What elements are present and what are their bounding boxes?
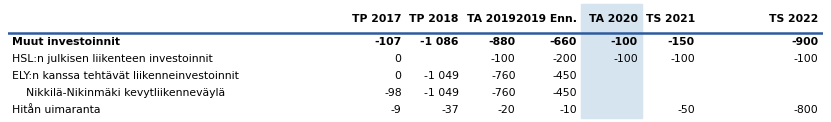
Text: 0: 0	[395, 54, 401, 64]
Text: Nikkilä-Nikinmäki kevytliikenneväylä: Nikkilä-Nikinmäki kevytliikenneväylä	[12, 88, 224, 98]
Text: TP 2017: TP 2017	[352, 14, 401, 24]
Text: -450: -450	[552, 71, 577, 81]
Text: Muut investoinnit: Muut investoinnit	[12, 37, 120, 47]
Text: -1 086: -1 086	[420, 37, 459, 47]
Text: -100: -100	[794, 54, 819, 64]
Text: TA 2019: TA 2019	[467, 14, 516, 24]
Text: HSL:n julkisen liikenteen investoinnit: HSL:n julkisen liikenteen investoinnit	[12, 54, 212, 64]
Text: 2019 Enn.: 2019 Enn.	[516, 14, 577, 24]
Text: -100: -100	[491, 54, 516, 64]
Text: -900: -900	[791, 37, 819, 47]
Text: Hitån uimaranta: Hitån uimaranta	[12, 105, 100, 115]
Text: TP 2018: TP 2018	[410, 14, 459, 24]
Text: -660: -660	[549, 37, 577, 47]
Text: -98: -98	[384, 88, 401, 98]
Text: -1 049: -1 049	[424, 71, 459, 81]
Text: TA 2020: TA 2020	[589, 14, 638, 24]
Text: -200: -200	[552, 54, 577, 64]
Text: -880: -880	[489, 37, 516, 47]
Text: -100: -100	[613, 54, 638, 64]
Text: -760: -760	[491, 71, 516, 81]
Text: 0: 0	[395, 71, 401, 81]
Text: -1 049: -1 049	[424, 88, 459, 98]
Text: TS 2022: TS 2022	[770, 14, 819, 24]
Text: -100: -100	[611, 37, 638, 47]
Text: -800: -800	[794, 105, 819, 115]
Text: -50: -50	[677, 105, 695, 115]
Text: TS 2021: TS 2021	[646, 14, 695, 24]
Text: -9: -9	[391, 105, 401, 115]
Text: -10: -10	[559, 105, 577, 115]
Text: -107: -107	[375, 37, 401, 47]
Text: -37: -37	[441, 105, 459, 115]
Text: -100: -100	[670, 54, 695, 64]
Text: -760: -760	[491, 88, 516, 98]
Text: -450: -450	[552, 88, 577, 98]
Text: -150: -150	[667, 37, 695, 47]
Bar	[581, 4, 642, 118]
Text: ELY:n kanssa tehtävät liikenneinvestoinnit: ELY:n kanssa tehtävät liikenneinvestoinn…	[12, 71, 238, 81]
Text: -20: -20	[498, 105, 516, 115]
